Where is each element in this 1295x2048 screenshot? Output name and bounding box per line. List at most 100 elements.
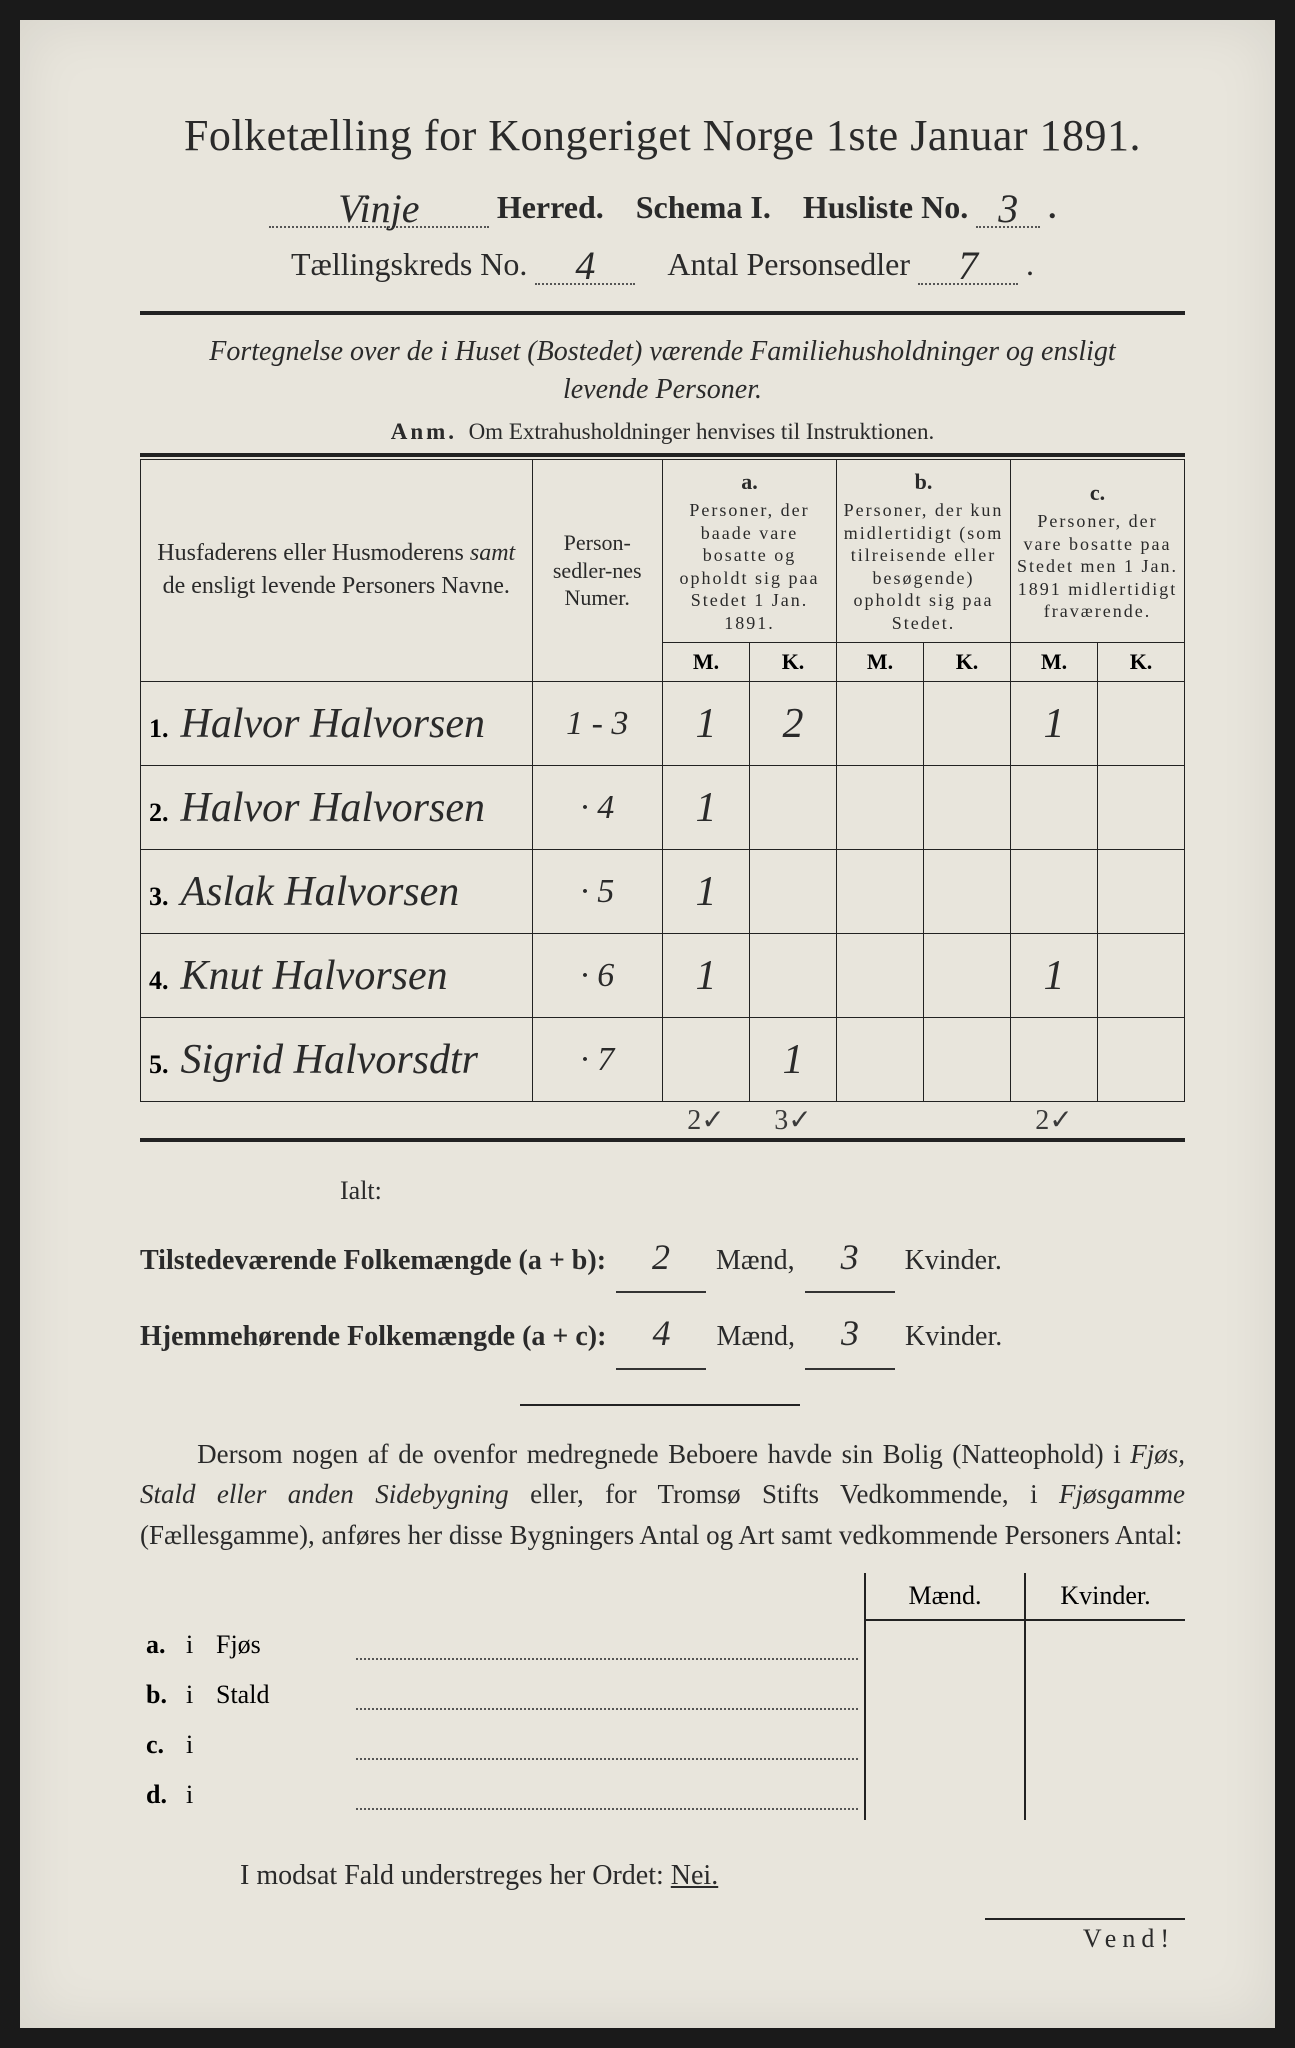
nei-line: I modsat Fald understreges her Ordet: Ne… xyxy=(240,1860,1185,1892)
a-k-cell xyxy=(750,934,837,1018)
numer-cell: · 7 xyxy=(532,1018,663,1102)
name-cell: 4. Knut Halvorsen xyxy=(141,934,533,1018)
a-m-cell: 1 xyxy=(663,682,750,766)
table-row: 2. Halvor Halvorsen· 41 xyxy=(141,766,1185,850)
antal-field: 7 xyxy=(918,246,1018,285)
numer-cell: · 5 xyxy=(532,850,663,934)
tally-c-m: 2✓ xyxy=(1011,1102,1098,1138)
totals-row-2: Hjemmehørende Folkemængde (a + c): 4 Mæn… xyxy=(140,1299,1185,1369)
row-maend xyxy=(865,1620,1025,1670)
footer-rule xyxy=(985,1918,1185,1920)
header-line-2: Tællingskreds No. 4 Antal Personsedler 7… xyxy=(140,246,1185,285)
c-m-cell xyxy=(1011,1018,1098,1102)
a-m-cell: 1 xyxy=(663,850,750,934)
a-m-cell xyxy=(663,1018,750,1102)
row-type xyxy=(210,1770,350,1820)
table-row: 4. Knut Halvorsen· 611 xyxy=(141,934,1185,1018)
b-m-cell xyxy=(837,850,924,934)
husliste-label: Husliste No. xyxy=(803,189,968,226)
row-type: Fjøs xyxy=(210,1620,350,1670)
row-maend xyxy=(865,1720,1025,1770)
b-m-cell xyxy=(837,766,924,850)
a-k-cell xyxy=(750,766,837,850)
ab-kvinder-field: 3 xyxy=(805,1223,895,1293)
husliste-field: 3 xyxy=(976,189,1040,228)
row-i: i xyxy=(180,1720,210,1770)
ialt-label: Ialt: xyxy=(340,1166,1185,1215)
a-m-cell: 1 xyxy=(663,934,750,1018)
schema-label: Schema I. xyxy=(636,189,771,226)
row-dotline xyxy=(350,1770,865,1820)
a-k-cell: 2 xyxy=(750,682,837,766)
name-cell: 2. Halvor Halvorsen xyxy=(141,766,533,850)
tally-a-m: 2✓ xyxy=(663,1102,750,1138)
c-k-cell xyxy=(1098,850,1185,934)
tally-a-k: 3✓ xyxy=(750,1102,837,1138)
page-title: Folketælling for Kongeriget Norge 1ste J… xyxy=(140,110,1185,161)
b-m-cell xyxy=(837,1018,924,1102)
main-table: Husfaderens eller Husmoderens samt de en… xyxy=(140,459,1185,1138)
row-dotline xyxy=(350,1620,865,1670)
name-cell: 1. Halvor Halvorsen xyxy=(141,682,533,766)
ac-kvinder-field: 3 xyxy=(805,1299,895,1369)
lower-row: c.i xyxy=(140,1720,1185,1770)
c-m-cell: 1 xyxy=(1011,934,1098,1018)
c-m-cell xyxy=(1011,850,1098,934)
c-m-cell xyxy=(1011,766,1098,850)
b-k-cell xyxy=(924,1018,1011,1102)
b-k-cell xyxy=(924,682,1011,766)
header-line-1: Vinje Herred. Schema I. Husliste No. 3 . xyxy=(140,189,1185,228)
section-divider xyxy=(520,1404,800,1406)
table-row: 3. Aslak Halvorsen· 51 xyxy=(141,850,1185,934)
a-m-cell: 1 xyxy=(663,766,750,850)
herred-field: Vinje xyxy=(269,189,489,228)
table-row: 5. Sigrid Halvorsdtr· 7 1 xyxy=(141,1018,1185,1102)
c-k-cell xyxy=(1098,682,1185,766)
row-kvinder xyxy=(1025,1620,1185,1670)
lower-row: b.iStald xyxy=(140,1670,1185,1720)
row-i: i xyxy=(180,1670,210,1720)
lower-row: d.i xyxy=(140,1770,1185,1820)
kreds-label: Tællingskreds No. xyxy=(291,246,527,283)
col-b: b. Personer, der kun midlertidigt (som t… xyxy=(837,459,1011,643)
row-letter: b. xyxy=(140,1670,180,1720)
a-k-cell: 1 xyxy=(750,1018,837,1102)
numer-cell: 1 - 3 xyxy=(532,682,663,766)
b-m-cell xyxy=(837,682,924,766)
lower-paragraph: Dersom nogen af de ovenfor medregnede Be… xyxy=(140,1434,1185,1556)
row-maend xyxy=(865,1770,1025,1820)
c-k-cell xyxy=(1098,934,1185,1018)
col-numer: Person-sedler-nes Numer. xyxy=(532,459,663,682)
census-form-page: Folketælling for Kongeriget Norge 1ste J… xyxy=(20,20,1275,2028)
annotation-line: Anm. Om Extrahusholdninger henvises til … xyxy=(140,419,1185,445)
name-cell: 5. Sigrid Halvorsdtr xyxy=(141,1018,533,1102)
col-c-m: M. xyxy=(1011,643,1098,682)
table-row: 1. Halvor Halvorsen1 - 3121 xyxy=(141,682,1185,766)
vend-label: Vend! xyxy=(1083,1924,1175,1954)
name-cell: 3. Aslak Halvorsen xyxy=(141,850,533,934)
row-dotline xyxy=(350,1670,865,1720)
divider xyxy=(140,311,1185,315)
antal-label: Antal Personsedler xyxy=(667,246,910,283)
col-b-m: M. xyxy=(837,643,924,682)
row-kvinder xyxy=(1025,1720,1185,1770)
col-c-k: K. xyxy=(1098,643,1185,682)
tally-row: 2✓3✓2✓ xyxy=(141,1102,1185,1138)
numer-cell: · 4 xyxy=(532,766,663,850)
row-letter: a. xyxy=(140,1620,180,1670)
row-kvinder xyxy=(1025,1770,1185,1820)
row-i: i xyxy=(180,1770,210,1820)
kreds-field: 4 xyxy=(535,246,635,285)
b-k-cell xyxy=(924,934,1011,1018)
row-maend xyxy=(865,1670,1025,1720)
col-b-k: K. xyxy=(924,643,1011,682)
row-i: i xyxy=(180,1620,210,1670)
col-names: Husfaderens eller Husmoderens samt de en… xyxy=(141,459,533,682)
c-k-cell xyxy=(1098,766,1185,850)
totals-row-1: Tilstedeværende Folkemængde (a + b): 2 M… xyxy=(140,1223,1185,1293)
form-subtitle: Fortegnelse over de i Huset (Bostedet) v… xyxy=(140,333,1185,409)
totals-block: Ialt: Tilstedeværende Folkemængde (a + b… xyxy=(140,1166,1185,1370)
row-kvinder xyxy=(1025,1670,1185,1720)
col-a: a. Personer, der baade vare bosatte og o… xyxy=(663,459,837,643)
c-m-cell: 1 xyxy=(1011,682,1098,766)
